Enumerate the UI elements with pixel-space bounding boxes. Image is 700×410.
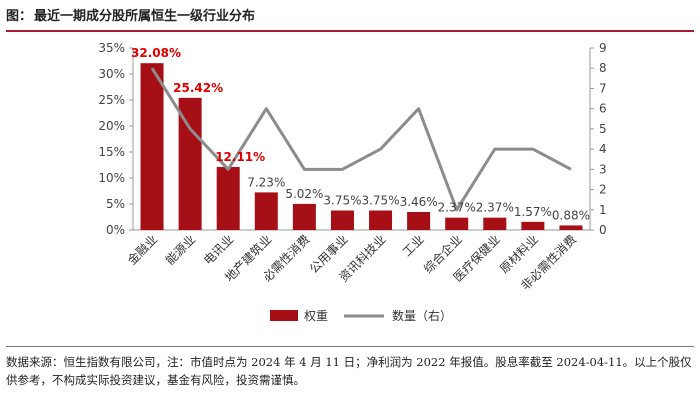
bar-7 bbox=[407, 212, 431, 230]
bar-2 bbox=[216, 167, 240, 230]
data-label-6: 3.75% bbox=[361, 194, 399, 208]
data-label-1: 25.42% bbox=[173, 81, 223, 95]
data-label-0: 32.08% bbox=[131, 46, 181, 60]
legend-bar-swatch bbox=[270, 310, 298, 321]
category-label-2: 电讯业 bbox=[201, 232, 236, 267]
right-tick-label: 6 bbox=[599, 102, 607, 116]
figure-title: 图： 最近一期成分股所属恒生一级行业分布 bbox=[6, 4, 694, 32]
left-tick-label: 20% bbox=[98, 119, 125, 133]
data-label-9: 2.37% bbox=[476, 201, 514, 215]
bar-11 bbox=[559, 225, 583, 230]
count-line bbox=[150, 67, 572, 212]
right-tick-label: 5 bbox=[599, 122, 607, 136]
category-label-0: 金融业 bbox=[124, 232, 160, 268]
industry-distribution-chart: 0% 5% 10% 15% 20% 25% 30% 35% 0 1 2 3 4 5 6 7 8 9 32.08% 25… bbox=[98, 41, 607, 323]
right-tick-label: 3 bbox=[599, 162, 607, 176]
data-label-11: 0.88% bbox=[552, 208, 590, 222]
right-tick-label: 4 bbox=[599, 142, 607, 156]
bar-1 bbox=[178, 97, 202, 230]
data-label-4: 5.02% bbox=[285, 187, 323, 201]
right-tick-label: 0 bbox=[599, 223, 607, 237]
legend-line-label: 数量（右） bbox=[392, 308, 452, 323]
legend-bar-label: 权重 bbox=[304, 309, 328, 323]
figure-prefix: 图： bbox=[6, 9, 33, 24]
bar-3 bbox=[254, 192, 278, 230]
left-tick-label: 15% bbox=[98, 145, 125, 159]
bar-0 bbox=[140, 63, 164, 231]
left-tick-label: 35% bbox=[98, 41, 125, 55]
right-tick-label: 2 bbox=[599, 183, 607, 197]
right-tick-label: 9 bbox=[599, 41, 607, 55]
bar-6 bbox=[369, 210, 393, 230]
right-tick-label: 7 bbox=[599, 81, 607, 95]
bar-9 bbox=[483, 217, 507, 230]
bar-8 bbox=[445, 217, 469, 230]
data-label-10: 1.57% bbox=[514, 205, 552, 219]
category-label-7: 工业 bbox=[400, 232, 427, 259]
right-tick-label: 1 bbox=[599, 203, 607, 217]
left-tick-label: 25% bbox=[98, 93, 125, 107]
bar-4 bbox=[292, 203, 316, 230]
data-label-3: 7.23% bbox=[247, 175, 285, 189]
data-label-8: 2.37% bbox=[438, 201, 476, 215]
category-label-1: 能源业 bbox=[163, 232, 198, 267]
bar-10 bbox=[521, 221, 545, 230]
left-tick-label: 0% bbox=[106, 223, 125, 237]
bar-5 bbox=[330, 210, 354, 230]
source-note: 数据来源：恒生指数有限公司，注：市值时点为 2024 年 4 月 11 日；净利… bbox=[6, 346, 694, 406]
data-label-2: 12.11% bbox=[215, 150, 265, 164]
right-tick-label: 8 bbox=[599, 61, 607, 75]
left-tick-label: 30% bbox=[98, 67, 125, 81]
data-label-7: 3.46% bbox=[400, 195, 438, 209]
figure-title-text: 最近一期成分股所属恒生一级行业分布 bbox=[34, 9, 256, 24]
left-tick-label: 5% bbox=[106, 197, 125, 211]
data-label-5: 3.75% bbox=[323, 194, 361, 208]
left-tick-label: 10% bbox=[98, 171, 125, 185]
